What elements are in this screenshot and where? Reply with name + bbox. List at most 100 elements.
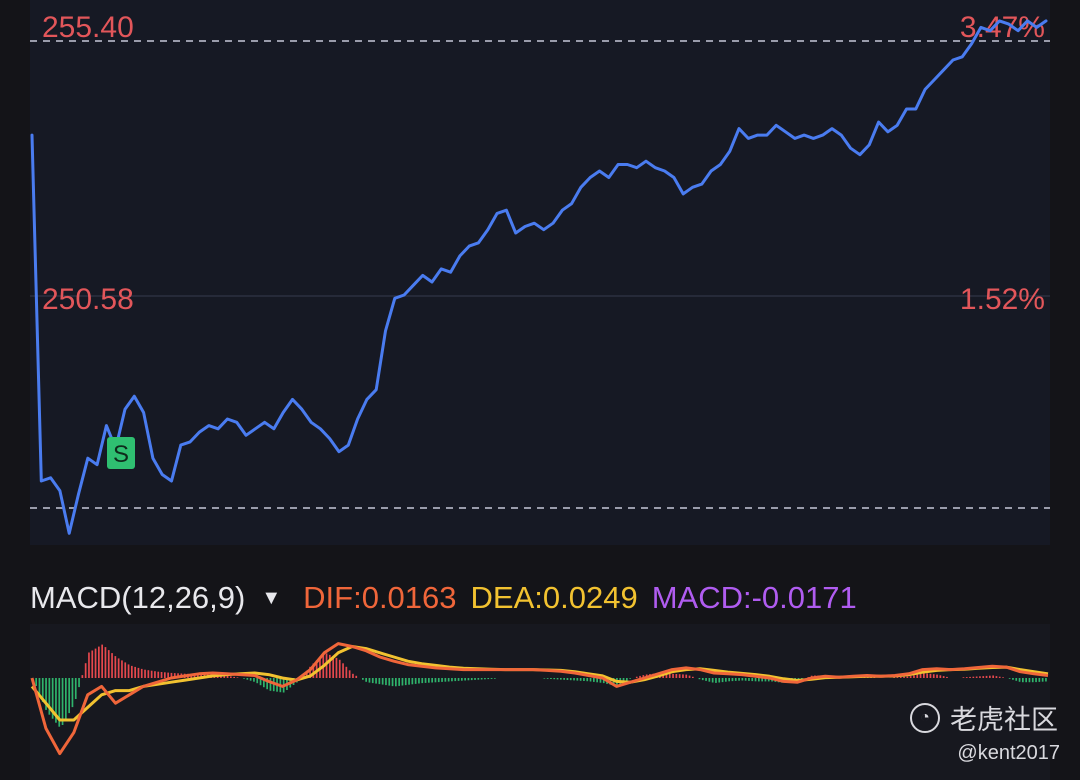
histogram-bar [55,678,57,723]
histogram-bar [144,669,146,678]
histogram-bar [1028,678,1031,683]
histogram-bar [563,678,565,680]
dif-line [30,642,1049,756]
histogram-bar [424,678,427,683]
histogram-bar [896,677,899,678]
histogram-bar [388,678,391,686]
histogram-bar [368,678,371,683]
histogram-bar [173,673,176,678]
histogram-bar [668,673,671,678]
histogram-bar [345,666,348,678]
histogram-bar [464,678,466,681]
histogram-bar [1038,678,1041,682]
histogram-bar [325,653,328,678]
histogram-bar [35,678,37,686]
histogram-bar [154,671,156,678]
histogram-bar [758,678,760,682]
histogram-bar [236,677,239,678]
histogram-bar [124,662,127,678]
histogram-bar [701,678,704,681]
histogram-bar [985,675,988,678]
histogram-bar [385,678,387,686]
histogram-bar [223,675,226,678]
histogram-bar [553,678,556,680]
histogram-bar [91,650,94,678]
histogram-bar [249,678,252,681]
histogram-bar [226,675,229,678]
sell-marker-label: S [113,441,129,468]
histogram-bar [305,670,308,678]
histogram-bar [748,678,750,681]
histogram-bar [715,678,717,683]
histogram-bar [998,676,1001,678]
histogram-bar [38,678,41,694]
dea-value: DEA:0.0249 [470,580,638,615]
histogram-bar [982,676,985,678]
histogram-bar [586,678,589,682]
histogram-bar [685,674,688,678]
histogram-bar [137,667,140,678]
histogram-bar [596,678,598,683]
histogram-bar [200,673,202,678]
histogram-bar [127,664,130,678]
histogram-bar [454,678,457,682]
sell-marker-badge [107,437,135,469]
histogram-bar [48,678,51,715]
caret-down-icon: ▼ [261,586,282,609]
histogram-bar [969,676,971,678]
histogram-bar [711,678,714,683]
histogram-bar [78,678,80,688]
histogram-bar [167,672,169,678]
histogram-bar [893,677,895,678]
histogram-bar [1041,678,1044,682]
histogram-bar [312,663,315,678]
histogram-bar [989,675,991,678]
histogram-bar [1025,678,1027,683]
histogram-bar [543,678,546,679]
histogram-bar [342,663,344,678]
histogram-bar [929,673,932,678]
watermark: ◔ 老虎社区 [910,698,1058,737]
macd-histogram [35,644,1047,727]
histogram-bar [441,678,443,682]
histogram-bar [593,678,595,682]
histogram-bar [744,678,747,681]
histogram-bar [81,675,84,678]
histogram-bar [1035,678,1037,683]
histogram-bar [51,678,54,719]
histogram-bar [470,678,473,681]
histogram-bar [71,678,74,708]
watermark-brand: 老虎社区 [950,705,1058,735]
histogram-bar [117,658,120,678]
histogram-bar [315,660,318,678]
histogram-bar [134,666,136,678]
histogram-bar [913,675,915,678]
histogram-bar [725,678,727,682]
histogram-bar [926,673,928,678]
histogram-bar [404,678,407,686]
histogram-bar [721,678,724,683]
watermark-username: @kent2017 [957,742,1060,764]
histogram-bar [414,678,417,684]
histogram-bar [418,678,420,684]
histogram-bar [447,678,450,682]
macd-indicator-selector[interactable]: MACD(12,26,9) ▼ [30,580,289,616]
histogram-bar [992,675,994,678]
histogram-bar [348,670,351,678]
histogram-bar [131,665,133,678]
sell-marker[interactable]: S [107,437,135,469]
histogram-bar [675,674,678,678]
tiger-logo-icon: ◔ [910,702,940,733]
histogram-bar [329,654,331,678]
histogram-bar [556,678,559,680]
histogram-bar [962,677,965,678]
histogram-bar [457,678,460,681]
histogram-bar [395,678,397,687]
histogram-bar [639,675,641,678]
histogram-bar [309,666,311,678]
histogram-bar [230,676,232,678]
histogram-bar [259,678,262,686]
histogram-bar [104,647,107,678]
histogram-bar [569,678,572,681]
histogram-bar [140,668,143,678]
